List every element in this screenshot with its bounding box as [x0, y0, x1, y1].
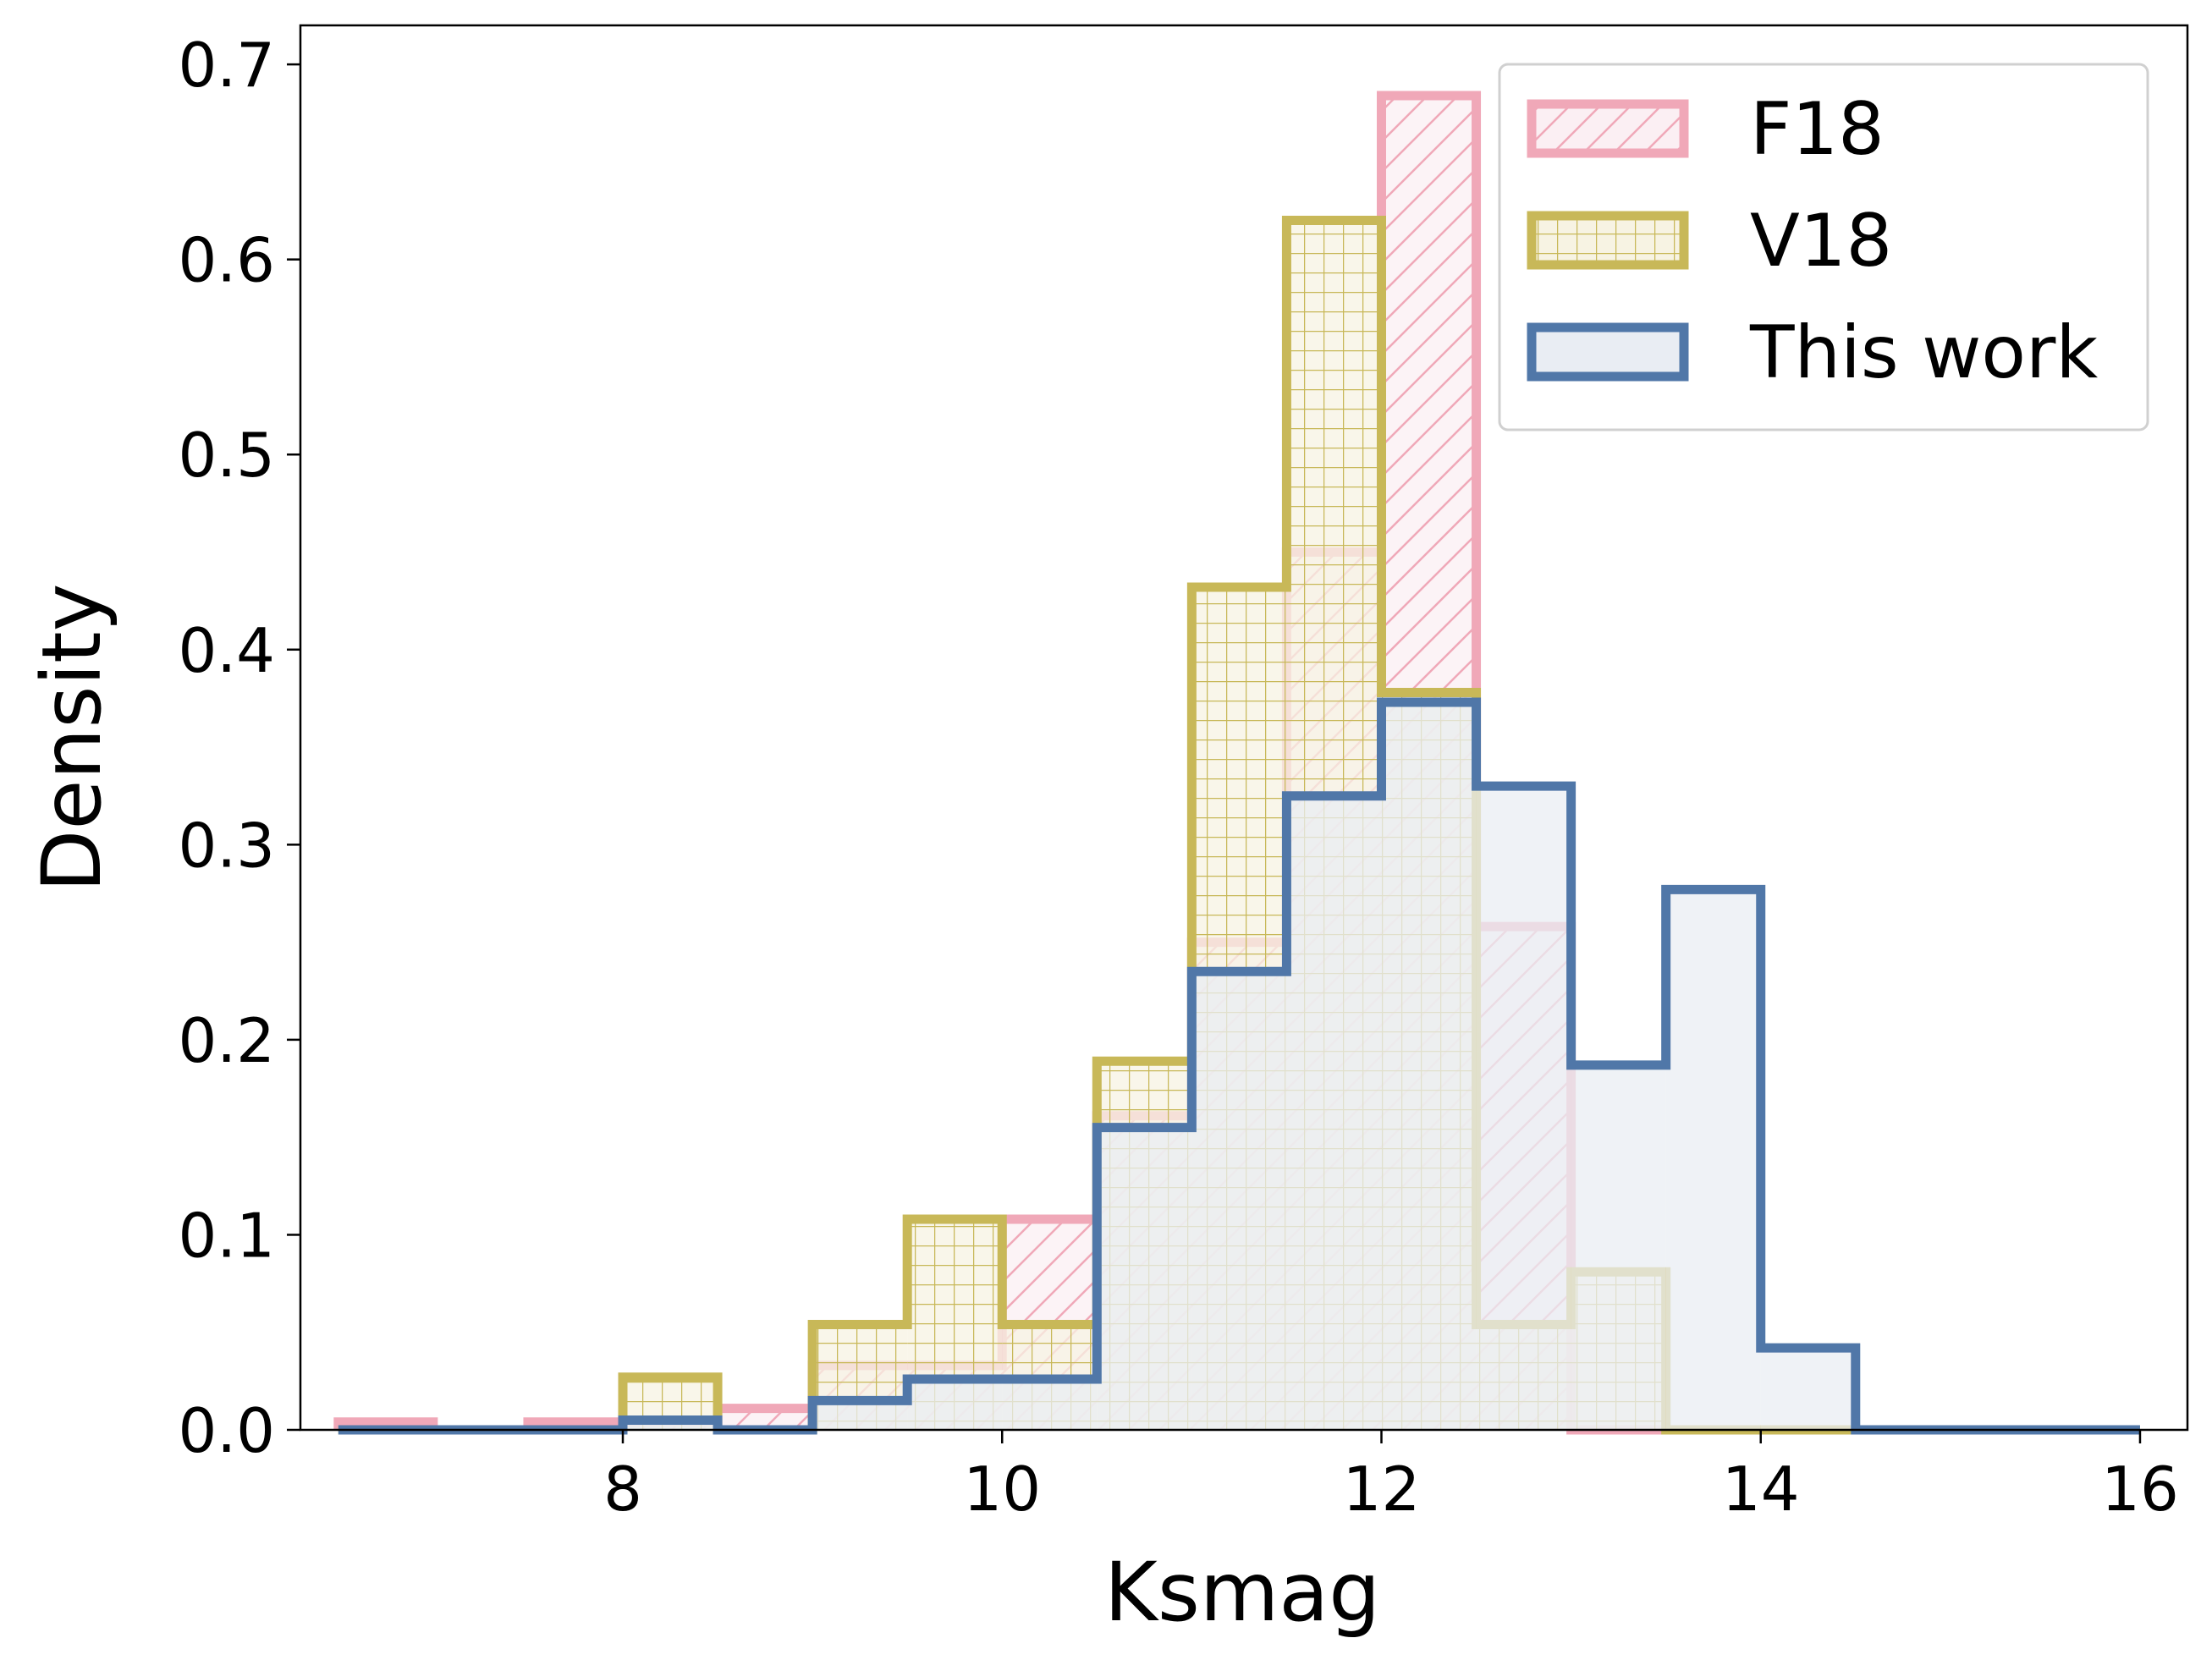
legend-entry-v18: V18 [1527, 199, 1892, 283]
this-work-bar-fill [1476, 786, 1571, 1430]
legend-swatch-hatch [1532, 104, 1684, 153]
y-tick-label: 0.0 [178, 1395, 275, 1466]
x-axis-label: Ksmag [1104, 1545, 1380, 1640]
this-work-bar-fill [1571, 1064, 1666, 1430]
legend-entry-f18: F18 [1527, 87, 1885, 172]
histogram-series-layer [333, 91, 2140, 1435]
legend: F18 V18 This work [1498, 63, 2149, 431]
y-tick-label: 0.1 [178, 1200, 275, 1271]
axes-layer: 8 10 12 14 16 0.0 0.1 0.2 0.3 0.4 0.5 0.6 0.7 [178, 30, 2178, 1525]
y-tick-label: 0.7 [178, 30, 275, 101]
x-tick-label: 8 [603, 1454, 642, 1525]
this-work-bar-fill [812, 1400, 908, 1430]
this-work-bar-fill [1002, 1379, 1098, 1430]
legend-label: V18 [1750, 199, 1892, 283]
legend-label: F18 [1750, 87, 1885, 172]
legend-entry-this-work: This work [1527, 311, 2098, 395]
this-work-bar-fill [1191, 971, 1287, 1430]
y-tick-label: 0.6 [178, 225, 275, 296]
y-tick-label: 0.5 [178, 420, 275, 491]
this-work-bar-fill [1097, 1127, 1192, 1430]
plot-frame [299, 24, 2189, 1432]
legend-swatch-border [1527, 322, 1689, 382]
legend-swatch-border [1527, 99, 1689, 158]
this-work-bar-fill [1286, 795, 1382, 1430]
this-work-bar-fill [907, 1379, 1003, 1430]
this-work-bar-fill [1760, 1348, 1856, 1430]
y-axis-label: Density [25, 584, 119, 893]
this-work-bar-fill [1381, 702, 1477, 1430]
legend-label: This work [1749, 311, 2098, 395]
this-work-bar-fill [623, 1420, 718, 1430]
x-tick-label: 14 [1722, 1454, 1800, 1525]
this-work-bar-fill [1665, 889, 1761, 1430]
y-tick-label: 0.2 [178, 1005, 275, 1076]
legend-swatch-hatch [1532, 216, 1684, 265]
x-tick-label: 16 [2101, 1454, 2179, 1525]
series-this-work [338, 697, 2140, 1435]
y-tick-label: 0.4 [178, 615, 275, 686]
this-work-step-outline [338, 697, 2140, 1435]
x-tick-label: 12 [1343, 1454, 1421, 1525]
x-tick-label: 10 [963, 1454, 1041, 1525]
y-tick-label: 0.3 [178, 810, 275, 881]
legend-swatch-fill [1532, 327, 1684, 377]
legend-swatch-border [1527, 211, 1689, 270]
